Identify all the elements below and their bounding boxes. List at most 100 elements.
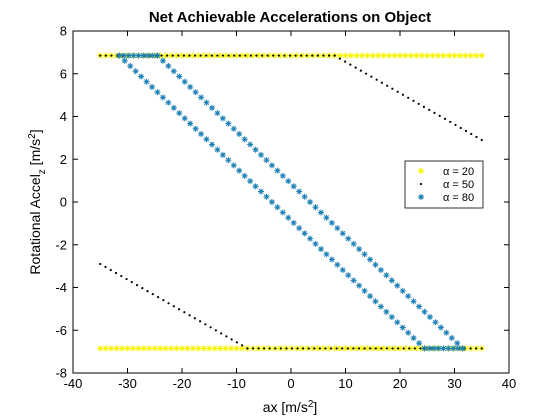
- data-point: [263, 157, 270, 164]
- data-point: [296, 225, 303, 232]
- data-point: [317, 246, 324, 253]
- data-point: [380, 347, 383, 350]
- data-point: [410, 298, 417, 305]
- data-point: [451, 52, 458, 59]
- data-point: [192, 125, 199, 132]
- data-point: [225, 157, 232, 164]
- data-point: [345, 272, 352, 279]
- data-point: [399, 287, 406, 294]
- data-point: [266, 54, 269, 57]
- data-point: [363, 347, 366, 350]
- data-point: [300, 54, 303, 57]
- data-point: [184, 345, 191, 352]
- data-point: [361, 251, 368, 258]
- data-point: [307, 235, 314, 242]
- data-point: [383, 272, 390, 279]
- data-point: [372, 261, 379, 268]
- data-point: [347, 52, 354, 59]
- data-point: [469, 347, 472, 350]
- data-point: [241, 172, 248, 179]
- data-point: [121, 57, 128, 64]
- data-point: [386, 52, 393, 59]
- data-point: [225, 120, 232, 127]
- data-point: [193, 317, 196, 320]
- data-point: [183, 311, 186, 314]
- data-point: [272, 54, 275, 57]
- data-point: [290, 183, 297, 190]
- data-point: [182, 54, 186, 57]
- data-point: [369, 52, 376, 59]
- data-point: [346, 347, 349, 350]
- data-point: [350, 277, 357, 284]
- data-point: [337, 345, 344, 352]
- data-point: [99, 262, 102, 266]
- y-axis: -8 -6 -4 -2 0 2 4 6 8: [55, 24, 509, 381]
- data-point: [421, 308, 428, 315]
- y-tick-label: 4: [60, 109, 67, 124]
- series-1: [99, 54, 483, 350]
- data-point: [327, 54, 331, 57]
- data-point: [225, 335, 228, 338]
- data-point: [114, 271, 118, 275]
- data-point: [260, 54, 264, 57]
- data-point: [188, 314, 191, 317]
- data-point: [241, 136, 248, 143]
- data-point: [419, 182, 423, 186]
- data-point: [252, 183, 259, 190]
- data-point: [194, 54, 197, 57]
- data-point: [258, 188, 265, 195]
- y-axis-label: Rotational Accelz [m/s2]: [27, 129, 48, 274]
- data-point: [396, 90, 399, 93]
- data-point: [402, 347, 405, 350]
- data-point: [274, 167, 281, 174]
- data-point: [109, 268, 112, 272]
- data-point: [166, 54, 169, 57]
- data-point: [394, 319, 401, 326]
- data-point: [345, 235, 352, 242]
- data-point: [418, 168, 424, 174]
- data-point: [344, 60, 347, 63]
- data-point: [233, 345, 240, 352]
- data-point: [165, 99, 172, 106]
- data-point: [375, 52, 382, 59]
- data-point: [416, 303, 423, 310]
- data-point: [113, 345, 120, 352]
- data-point: [170, 104, 177, 111]
- data-point: [173, 345, 180, 352]
- data-point: [440, 52, 447, 59]
- data-point: [116, 52, 123, 59]
- data-point: [211, 345, 218, 352]
- data-point: [195, 345, 202, 352]
- data-point: [342, 52, 349, 59]
- chart-title: Net Achievable Accelerations on Object: [149, 9, 431, 26]
- data-point: [236, 131, 243, 138]
- data-point: [435, 52, 442, 59]
- data-point: [413, 52, 420, 59]
- x-tick-label: -40: [64, 376, 83, 391]
- data-point: [235, 341, 238, 344]
- data-point: [405, 293, 412, 300]
- data-point: [305, 54, 308, 57]
- data-point: [462, 52, 469, 59]
- data-point: [120, 274, 123, 278]
- data-point: [367, 256, 374, 263]
- data-point: [99, 54, 102, 57]
- legend-item: α = 80: [418, 192, 474, 204]
- y-tick-label: 6: [60, 66, 67, 81]
- data-point: [110, 54, 113, 57]
- data-point: [125, 277, 128, 281]
- data-point: [464, 129, 468, 133]
- data-point: [228, 345, 235, 352]
- data-point: [127, 63, 134, 70]
- data-point: [146, 290, 149, 293]
- data-point: [266, 52, 273, 59]
- data-point: [372, 298, 379, 305]
- data-point: [334, 225, 341, 232]
- data-point: [475, 135, 478, 139]
- data-point: [209, 326, 212, 329]
- data-point: [449, 120, 452, 124]
- data-point: [365, 72, 368, 75]
- legend-item: α = 20: [418, 166, 474, 178]
- data-point: [386, 84, 389, 87]
- data-point: [219, 115, 226, 122]
